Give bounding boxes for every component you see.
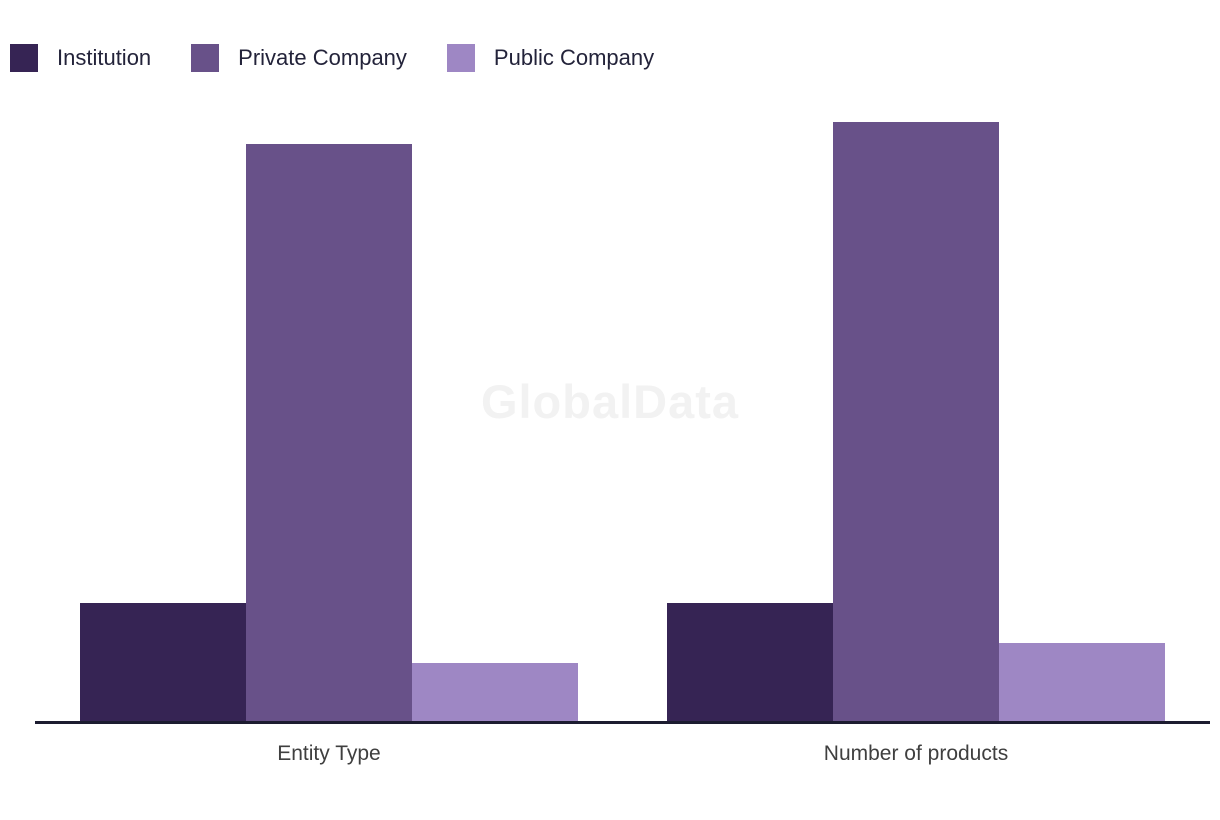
legend-swatch-public-company-icon <box>446 44 475 72</box>
legend-label: Institution <box>57 45 152 70</box>
bar-private-company <box>833 122 999 722</box>
bar-institution <box>667 603 833 722</box>
bar-public-company <box>999 643 1165 722</box>
legend-item-private-company[interactable]: Private Company <box>191 44 407 72</box>
x-axis-category-label: Number of products <box>823 742 1009 765</box>
legend-item-public-company[interactable]: Public Company <box>446 44 655 72</box>
x-axis-line <box>35 721 1210 724</box>
legend-item-institution[interactable]: Institution <box>10 44 151 72</box>
bar-private-company <box>246 144 412 722</box>
chart-legend: Institution Private Company Public Compa… <box>10 44 694 72</box>
bar-public-company <box>412 663 578 722</box>
bar-group-entity-type <box>80 0 578 722</box>
legend-swatch-private-company-icon <box>191 44 220 72</box>
x-axis-category-label: Entity Type <box>277 742 381 765</box>
bar-institution <box>80 603 246 722</box>
legend-label: Public Company <box>493 45 655 70</box>
legend-label: Private Company <box>238 45 407 70</box>
legend-swatch-institution-icon <box>10 44 38 72</box>
bar-group-number-of-products <box>667 0 1165 722</box>
